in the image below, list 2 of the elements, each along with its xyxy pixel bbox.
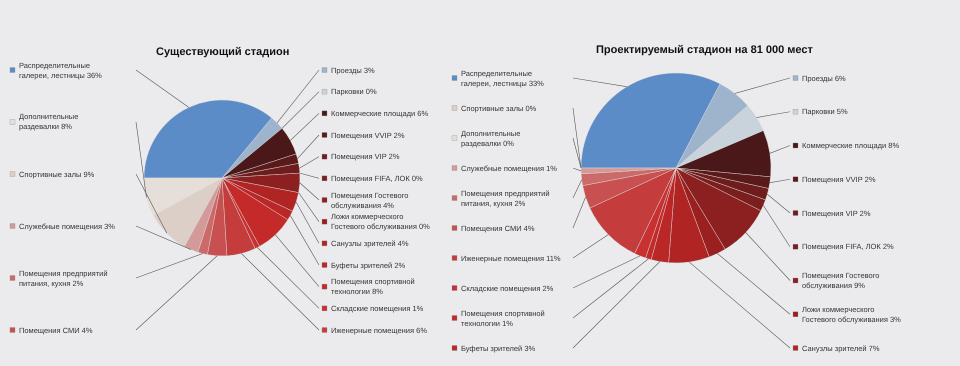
chart-title: Существующий стадион [156,46,290,58]
chart-title: Проектируемый стадион на 81 000 мест [596,44,814,56]
